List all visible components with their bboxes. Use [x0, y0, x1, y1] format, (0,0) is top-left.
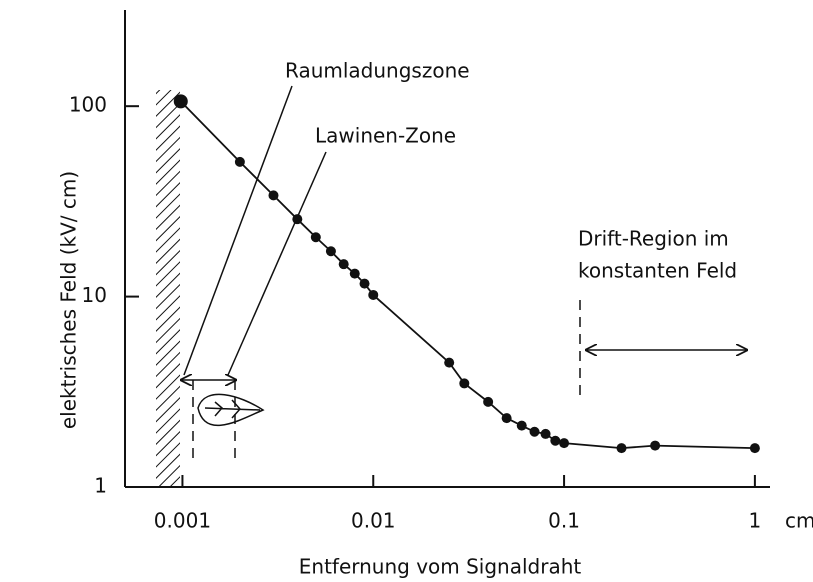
x-unit: cm: [785, 509, 813, 533]
y-tick-label: 10: [82, 283, 107, 307]
y-axis-label: elektrisches Feld (kV/ cm): [57, 171, 81, 429]
data-point: [650, 440, 661, 451]
data-point: [550, 435, 561, 446]
data-point: [292, 214, 303, 225]
data-point: [338, 259, 349, 270]
data-point: [368, 289, 379, 300]
annotation: Lawinen-Zone: [315, 124, 456, 148]
annotation: konstanten Feld: [578, 259, 737, 283]
annotation: Drift-Region im: [578, 227, 729, 251]
x-tick-label: 1: [749, 509, 762, 533]
data-point: [529, 426, 540, 437]
x-tick-label: 0.01: [351, 509, 396, 533]
data-point: [516, 420, 527, 431]
data-point: [349, 268, 360, 279]
data-point: [444, 357, 455, 368]
annotation: Raumladungszone: [285, 59, 470, 83]
data-point: [501, 413, 512, 424]
avalanche-drop: [197, 393, 265, 427]
x-tick-label: 0.001: [154, 509, 211, 533]
x-tick-label: 0.1: [548, 509, 580, 533]
data-point: [173, 94, 188, 109]
wire-wall: [156, 90, 180, 487]
y-tick-label: 1: [94, 474, 107, 498]
pointer-line: [183, 85, 293, 376]
data-point: [325, 246, 336, 257]
x-axis-label: Entfernung vom Signaldraht: [299, 555, 582, 579]
data-point: [268, 190, 279, 201]
data-point: [540, 428, 551, 439]
data-point: [234, 156, 245, 167]
y-tick-label: 100: [69, 93, 107, 117]
data-point: [749, 443, 760, 454]
data-point: [359, 278, 370, 289]
data-point: [310, 232, 321, 243]
pointer-line: [227, 151, 327, 376]
data-point: [559, 438, 570, 449]
data-point: [483, 396, 494, 407]
data-point: [616, 443, 627, 454]
data-point: [459, 378, 470, 389]
